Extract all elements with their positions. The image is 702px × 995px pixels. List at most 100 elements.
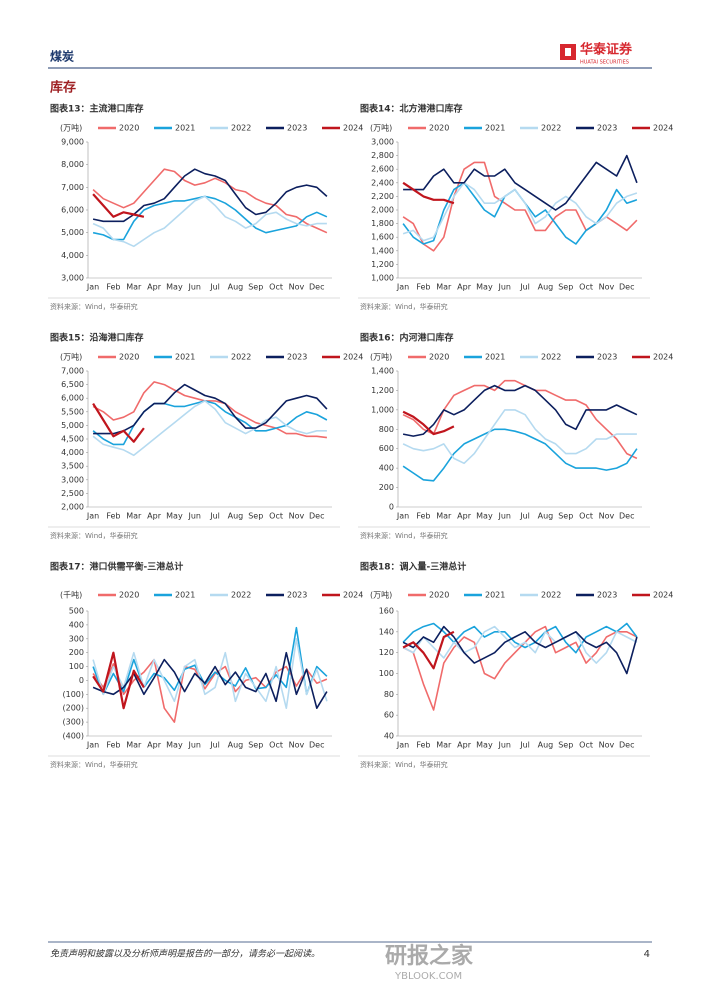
section-title: 库存 [50, 80, 76, 96]
x-tick-label: Aug [538, 741, 554, 750]
y-tick-label: (400) [62, 732, 84, 741]
series-line [92, 193, 145, 218]
x-tick-label: Dec [309, 741, 324, 750]
legend-label: 2020 [119, 353, 139, 362]
x-tick-label: May [166, 741, 183, 750]
legend-label: 2024 [343, 353, 363, 362]
y-tick-label: 2,000 [61, 503, 84, 512]
source: 资料来源：Wind，华泰研究 [360, 531, 448, 540]
x-tick-label: Jul [519, 741, 530, 750]
x-tick-label: Oct [579, 741, 593, 750]
x-tick-label: Sep [558, 512, 573, 521]
x-tick-label: Jun [498, 512, 512, 521]
y-tick-label: 100 [69, 662, 84, 671]
x-tick-label: Apr [147, 283, 162, 292]
legend-label: 2023 [597, 591, 617, 600]
series-line [92, 638, 328, 709]
x-tick-label: Aug [538, 512, 554, 521]
series-line [92, 403, 145, 443]
y-tick-label: 1,200 [371, 260, 394, 269]
x-tick-label: Feb [416, 512, 430, 521]
y-tick-label: 3,000 [371, 138, 394, 147]
series-line [92, 168, 328, 223]
legend-label: 2023 [287, 124, 307, 133]
y-tick-label: (200) [62, 704, 84, 713]
y-tick-label: 8,000 [61, 160, 84, 169]
chart-title: 图表15：沿海港口库存 [50, 332, 144, 344]
x-tick-label: Feb [106, 741, 120, 750]
x-tick-label: May [476, 512, 493, 521]
series-line [403, 154, 638, 211]
y-tick-label: 1,800 [371, 219, 394, 228]
y-tick-label: 2,500 [61, 489, 84, 498]
legend-label: 2020 [429, 591, 449, 600]
y-tick-label: 1,000 [371, 274, 394, 283]
x-tick-label: Jul [209, 283, 220, 292]
x-tick-label: Aug [228, 512, 244, 521]
x-tick-label: Oct [269, 741, 283, 750]
header-title: 煤炭 [50, 49, 74, 64]
chart-title: 图表18：调入量-三港总计 [360, 561, 466, 573]
series-line [92, 651, 145, 710]
source: 资料来源：Wind，华泰研究 [360, 302, 448, 311]
x-tick-label: Sep [248, 512, 263, 521]
y-tick-label: 140 [379, 627, 394, 636]
x-tick-label: Jan [86, 283, 99, 292]
series-line [402, 410, 455, 436]
x-tick-label: Oct [269, 512, 283, 521]
legend-label: 2024 [653, 591, 673, 600]
footer-disclaimer: 免责声明和披露以及分析师声明是报告的一部分，请务必一起阅读。 [50, 949, 320, 960]
x-tick-label: Nov [289, 512, 305, 521]
x-tick-label: May [166, 283, 183, 292]
y-tick-label: 300 [69, 634, 84, 643]
x-tick-label: Nov [599, 512, 615, 521]
x-tick-label: Sep [248, 283, 263, 292]
y-tick-label: 40 [384, 732, 394, 741]
x-tick-label: Nov [599, 741, 615, 750]
series-line [402, 379, 638, 460]
x-tick-label: Feb [106, 512, 120, 521]
logo-icon-inner [565, 48, 571, 56]
series-line [92, 400, 327, 457]
x-tick-label: Jan [396, 283, 409, 292]
y-tick-label: 5,000 [61, 228, 84, 237]
series-line [93, 383, 328, 435]
series-line [402, 409, 637, 465]
chart-title: 图表13：主流港口库存 [50, 103, 144, 115]
series-line [402, 428, 638, 482]
x-tick-label: Mar [126, 512, 142, 521]
x-tick-label: Jun [498, 741, 512, 750]
legend-label: 2023 [597, 124, 617, 133]
x-tick-label: Jul [209, 512, 220, 521]
logo-text: 华泰证券 [580, 42, 633, 58]
unit-label: (万吨) [60, 352, 82, 362]
y-tick-label: 200 [69, 648, 84, 657]
legend-label: 2023 [287, 353, 307, 362]
y-tick-label: 120 [379, 648, 394, 657]
unit-label: (万吨) [370, 123, 392, 133]
y-tick-label: 4,500 [61, 435, 84, 444]
legend-label: 2023 [287, 591, 307, 600]
x-tick-label: Apr [457, 741, 472, 750]
x-tick-label: May [476, 741, 493, 750]
series-line [92, 381, 328, 439]
legend-label: 2022 [541, 353, 561, 362]
x-tick-label: May [166, 512, 183, 521]
legend-label: 2021 [485, 591, 505, 600]
y-tick-label: 2,400 [371, 178, 394, 187]
x-tick-label: Jul [519, 283, 530, 292]
series-line [402, 181, 455, 205]
y-tick-label: 60 [384, 711, 394, 720]
x-tick-label: Sep [558, 741, 573, 750]
x-tick-label: Dec [619, 512, 634, 521]
x-tick-label: Jan [86, 512, 99, 521]
x-tick-label: Nov [599, 283, 615, 292]
x-tick-label: Apr [147, 512, 162, 521]
unit-label: (万吨) [370, 352, 392, 362]
y-tick-label: 3,000 [61, 475, 84, 484]
y-tick-label: 4,000 [61, 251, 84, 260]
legend-label: 2020 [119, 124, 139, 133]
legend-label: 2021 [175, 591, 195, 600]
watermark-sub: YBLOOK.COM [394, 971, 462, 982]
